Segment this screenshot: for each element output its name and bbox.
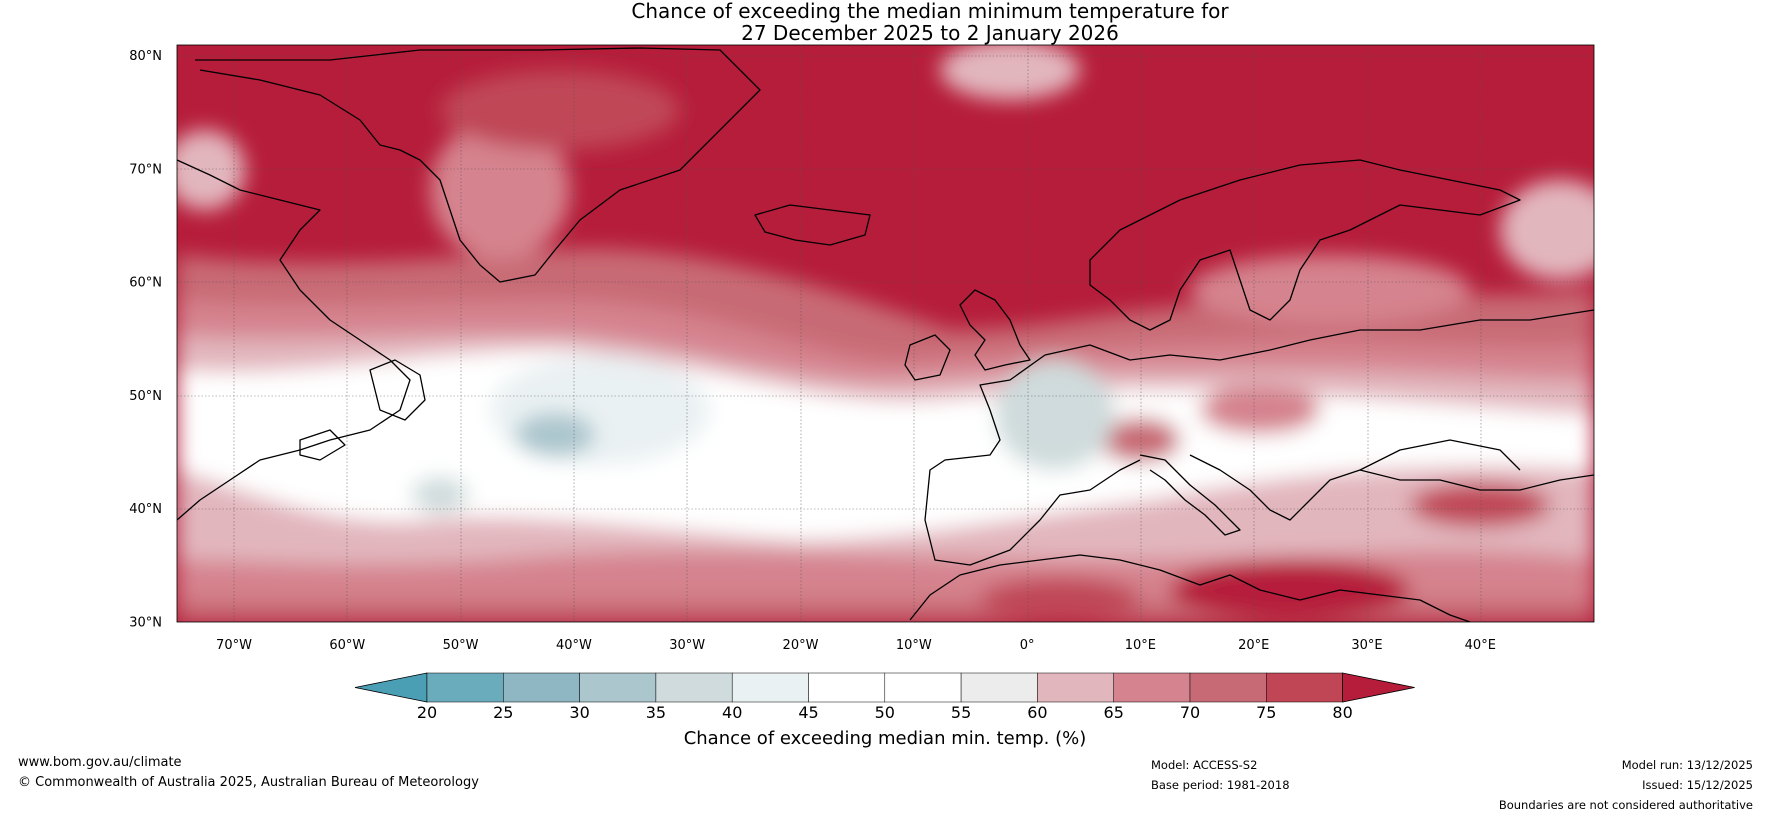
zone-scandinavia-east (1190, 255, 1470, 325)
colorbar-extend-low (354, 672, 428, 703)
map-panel (176, 44, 1595, 623)
longitude-label: 70°W (216, 638, 252, 653)
zone-warm-patch-turkey (1410, 483, 1550, 527)
colorbar-tick-label: 55 (951, 703, 971, 722)
footer-model-run: Model run: 13/12/2025 (1621, 758, 1753, 772)
colorbar-segment (655, 672, 733, 703)
probability-field-zones (177, 45, 1594, 622)
colorbar-tick-label: 45 (798, 703, 818, 722)
zone-greenland-interior (430, 120, 570, 260)
coast-scandinavia (1089, 159, 1521, 331)
zone-warm-patch-balkans (1200, 386, 1320, 434)
coast-nova-scotia (299, 429, 346, 461)
longitude-label: 40°E (1465, 638, 1496, 653)
longitude-label: 0° (1020, 638, 1035, 653)
colorbar-segment (960, 672, 1038, 703)
coast-baffin-labrador (177, 159, 411, 521)
colorbar-tick-label: 65 (1104, 703, 1124, 722)
longitude-label: 30°E (1351, 638, 1382, 653)
coast-italy (1139, 454, 1241, 536)
coast-europe-west (1044, 309, 1594, 361)
zone-baffin (177, 130, 245, 210)
colorbar-tick-label: 25 (493, 703, 513, 722)
chart-title-line-1: Chance of exceeding the median minimum t… (631, 0, 1229, 23)
coast-north-africa (909, 554, 1471, 622)
longitude-label: 50°W (443, 638, 479, 653)
coast-greenland (195, 47, 761, 283)
footer-website: www.bom.gov.au/climate (18, 755, 182, 770)
colorbar-tick-label: 30 (569, 703, 589, 722)
zone-35-40-france (995, 360, 1115, 470)
latitude-labels: 80°N 70°N 60°N 50°N 40°N 30°N (129, 49, 162, 631)
colorbar-segment (503, 672, 580, 703)
colorbar-segment (426, 672, 504, 703)
zone-russia-east (1500, 180, 1594, 280)
graticule (177, 45, 1594, 622)
longitude-label: 10°E (1125, 638, 1156, 653)
zone-warm-patch-alps (1100, 418, 1180, 462)
colorbar: 20 25 30 35 40 45 50 55 60 65 70 75 80 (354, 672, 1415, 722)
colorbar-segment (1113, 672, 1191, 703)
longitude-labels: 70°W 60°W 50°W 40°W 30°W 20°W 10°W 0° 10°E 20°E 30… (216, 638, 1496, 653)
zone-greenland-north (440, 70, 680, 150)
latitude-label: 80°N (129, 49, 162, 64)
colorbar-tick-label: 20 (417, 703, 437, 722)
colorbar-tick-label: 60 (1027, 703, 1047, 722)
footer-disclaimer: Boundaries are not considered authoritat… (1498, 798, 1753, 812)
latitude-label: 40°N (129, 502, 162, 517)
zone-svalbard-sea (940, 45, 1080, 100)
coast-france-iberia (924, 354, 1141, 566)
latitude-label: 50°N (129, 389, 162, 404)
colorbar-segment (808, 672, 886, 703)
longitude-label: 60°W (329, 638, 365, 653)
colorbar-segment (579, 672, 657, 703)
coast-ireland (904, 334, 951, 381)
coast-black-sea (1359, 439, 1521, 471)
latitude-label: 60°N (129, 276, 162, 291)
coast-uk (959, 289, 1031, 371)
longitude-label: 20°W (783, 638, 819, 653)
colorbar-segment (1266, 672, 1343, 703)
colorbar-segment (884, 672, 962, 703)
colorbar-segment (731, 672, 809, 703)
coast-iceland (754, 204, 871, 246)
coast-balkans (1189, 454, 1594, 521)
colorbar-tick-label: 80 (1332, 703, 1352, 722)
footer-copyright: © Commonwealth of Australia 2025, Austra… (18, 775, 479, 790)
footer-issued: Issued: 15/12/2025 (1642, 778, 1753, 792)
chart-title-line-2: 27 December 2025 to 2 January 2026 (741, 21, 1119, 45)
zone-warm-patch-sahara (1170, 560, 1410, 620)
zone-40-45-atlantic (490, 355, 710, 465)
longitude-label: 40°W (556, 638, 592, 653)
colorbar-segment (1037, 672, 1114, 703)
colorbar-tick-label: 50 (875, 703, 895, 722)
footer-model: Model: ACCESS-S2 (1151, 758, 1258, 772)
map-frame (176, 44, 1595, 623)
coast-newfoundland (369, 359, 426, 421)
colorbar-segment (1189, 672, 1267, 703)
zone-35-40-west (412, 477, 468, 513)
longitude-label: 30°W (669, 638, 705, 653)
latitude-label: 70°N (129, 162, 162, 177)
colorbar-extend-high (1342, 672, 1415, 703)
longitude-label: 10°W (896, 638, 932, 653)
footer-base-period: Base period: 1981-2018 (1151, 778, 1290, 792)
colorbar-label: Chance of exceeding median min. temp. (%… (683, 728, 1087, 749)
colorbar-tick-label: 40 (722, 703, 742, 722)
coastlines (177, 47, 1594, 622)
zone-warm-patch-nafrica (980, 578, 1140, 622)
longitude-label: 20°E (1238, 638, 1269, 653)
zone-30-35-atlantic (515, 413, 595, 457)
latitude-label: 30°N (129, 616, 162, 631)
colorbar-tick-label: 35 (646, 703, 666, 722)
colorbar-tick-label: 70 (1180, 703, 1200, 722)
colorbar-tick-label: 75 (1256, 703, 1276, 722)
